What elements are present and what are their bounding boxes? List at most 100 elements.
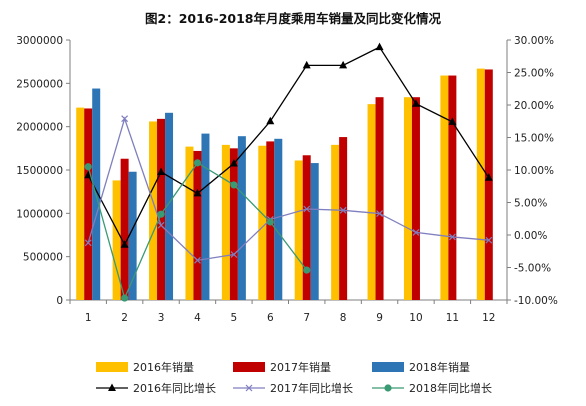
point-marker <box>448 233 456 241</box>
x-tick-label: 11 <box>446 312 459 324</box>
point-marker <box>157 167 166 175</box>
bar <box>193 150 202 300</box>
legend-label: 2017年销量 <box>270 360 331 374</box>
x-tick-label: 3 <box>158 312 165 324</box>
y-tick-label: 0 <box>56 295 63 307</box>
marker-stroke <box>448 233 456 241</box>
x-tick-label: 6 <box>267 312 274 324</box>
bar <box>375 97 384 300</box>
legend-label: 2016年销量 <box>133 360 194 374</box>
marker-stroke <box>376 210 383 217</box>
marker-stroke <box>339 206 347 214</box>
point-marker <box>411 99 420 107</box>
point-marker <box>121 115 129 123</box>
point-marker <box>485 236 493 244</box>
bar <box>157 118 166 300</box>
bar <box>403 97 412 300</box>
bar <box>201 133 210 300</box>
point-marker <box>84 239 92 247</box>
axes-layer: 0 500000 1000000 1500000 2000000 2500000 30000… <box>16 35 558 324</box>
legend: 2016年销量 2017年销量 2018年销量 2016年同比增长 2017年同比增长 2… <box>96 360 492 395</box>
marker-stroke <box>303 205 311 213</box>
y2-tick-label: 10.00% <box>514 165 554 177</box>
point-marker <box>120 240 129 248</box>
bar <box>229 148 238 300</box>
point-marker <box>303 205 311 213</box>
bar <box>149 121 158 300</box>
y-tick-label: 500000 <box>23 252 63 264</box>
legend-marker <box>245 384 253 392</box>
y2-tick-label: 15.00% <box>514 133 554 145</box>
y2-tick-label: 30.00% <box>514 35 554 47</box>
bar <box>120 158 129 300</box>
x-tick-label: 5 <box>231 312 238 324</box>
bar <box>331 144 340 300</box>
bar <box>440 75 449 301</box>
bar <box>448 75 457 301</box>
point-marker <box>266 116 275 125</box>
x-tick-label: 9 <box>376 312 383 324</box>
bar <box>310 163 319 300</box>
point-marker <box>339 206 347 214</box>
marker-stroke <box>230 251 238 258</box>
point-marker <box>157 210 165 218</box>
point-marker <box>193 188 202 197</box>
point-marker <box>193 159 202 167</box>
point-marker <box>302 60 311 69</box>
y2-tick-label: 20.00% <box>514 100 554 112</box>
point-marker <box>484 173 493 181</box>
y-tick-label: 1000000 <box>16 208 63 220</box>
x-tick-label: 10 <box>409 312 422 324</box>
legend-swatch <box>233 362 265 372</box>
x-tick-label: 1 <box>85 312 92 324</box>
series-line <box>87 46 490 247</box>
x-tick-label: 2 <box>121 312 128 324</box>
bar <box>339 137 348 300</box>
series-line <box>87 116 489 262</box>
bar <box>411 97 420 300</box>
y2-tick-label: 25.00% <box>514 68 554 80</box>
point-marker <box>303 266 311 274</box>
legend-swatch <box>96 362 128 372</box>
y2-tick-label: 5.00% <box>514 198 547 210</box>
point-marker <box>194 256 201 264</box>
x-tick-label: 7 <box>303 312 310 324</box>
bar <box>185 146 194 300</box>
marker-stroke <box>157 221 165 229</box>
bar <box>302 155 311 300</box>
bar <box>258 145 267 300</box>
legend-label: 2018年同比增长 <box>409 381 492 395</box>
point-marker <box>157 221 165 229</box>
bar <box>274 138 283 300</box>
point-marker <box>375 42 384 51</box>
bar <box>221 144 230 300</box>
marker-stroke <box>84 239 92 247</box>
bar <box>476 68 485 300</box>
bar <box>84 108 93 300</box>
x-tick-label: 8 <box>340 312 347 324</box>
point-marker <box>448 117 457 125</box>
marker-stroke <box>485 236 493 244</box>
bar <box>367 104 376 300</box>
bar <box>76 107 85 300</box>
point-marker <box>229 159 238 167</box>
bar <box>294 160 303 300</box>
y-tick-label: 1500000 <box>16 165 63 177</box>
marker-stroke <box>121 115 129 123</box>
point-marker <box>84 163 92 171</box>
legend-label: 2017年同比增长 <box>270 381 353 395</box>
point-marker <box>376 210 383 217</box>
x-tick-label: 12 <box>482 312 495 324</box>
y-tick-label: 2000000 <box>16 122 63 134</box>
chart-title: 图2：2016-2018年月度乘用车销量及同比变化情况 <box>145 11 441 26</box>
y2-tick-label: -5.00% <box>514 263 551 275</box>
point-marker <box>230 251 238 258</box>
y2-tick-label: -10.00% <box>514 295 558 307</box>
y2-tick-label: 0.00% <box>514 230 547 242</box>
point-marker <box>121 294 129 302</box>
bar <box>237 136 246 300</box>
point-marker <box>230 181 238 189</box>
bar <box>128 171 137 300</box>
